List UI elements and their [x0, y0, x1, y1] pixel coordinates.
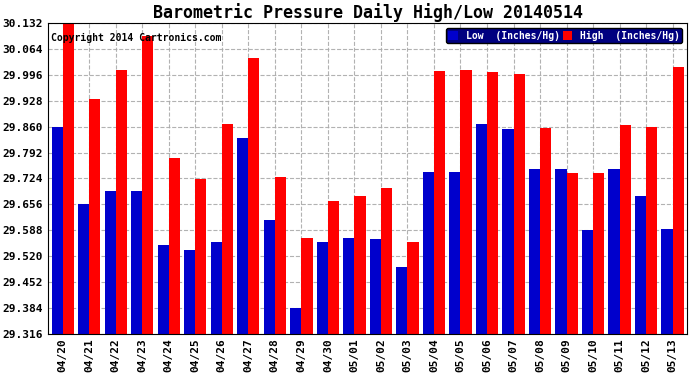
Bar	[646, 127, 658, 334]
Bar	[582, 230, 593, 334]
Bar	[381, 188, 392, 334]
Bar	[408, 242, 419, 334]
Bar	[673, 67, 684, 334]
Bar	[609, 170, 620, 334]
Bar	[221, 124, 233, 334]
Bar	[540, 128, 551, 334]
Bar	[566, 173, 578, 334]
Bar	[449, 172, 460, 334]
Bar	[89, 99, 100, 334]
Bar	[529, 170, 540, 334]
Bar	[275, 177, 286, 334]
Bar	[195, 179, 206, 334]
Bar	[344, 238, 355, 334]
Bar	[157, 244, 169, 334]
Bar	[593, 173, 604, 334]
Bar	[237, 138, 248, 334]
Title: Barometric Pressure Daily High/Low 20140514: Barometric Pressure Daily High/Low 20140…	[152, 3, 582, 22]
Bar	[620, 125, 631, 334]
Bar	[169, 158, 180, 334]
Bar	[78, 204, 89, 334]
Bar	[142, 36, 153, 334]
Bar	[131, 190, 142, 334]
Bar	[63, 23, 74, 334]
Bar	[116, 70, 127, 334]
Bar	[317, 242, 328, 334]
Bar	[502, 129, 513, 334]
Bar	[513, 74, 524, 334]
Bar	[248, 58, 259, 334]
Bar	[460, 70, 472, 334]
Bar	[635, 196, 646, 334]
Bar	[290, 308, 302, 334]
Bar	[434, 71, 445, 334]
Bar	[370, 239, 381, 334]
Bar	[662, 229, 673, 334]
Bar	[355, 196, 366, 334]
Legend: Low  (Inches/Hg), High  (Inches/Hg): Low (Inches/Hg), High (Inches/Hg)	[446, 28, 682, 43]
Bar	[302, 238, 313, 334]
Bar	[210, 242, 221, 334]
Bar	[476, 124, 487, 334]
Bar	[423, 172, 434, 334]
Bar	[264, 219, 275, 334]
Bar	[184, 250, 195, 334]
Text: Copyright 2014 Cartronics.com: Copyright 2014 Cartronics.com	[51, 33, 221, 43]
Bar	[396, 267, 408, 334]
Bar	[52, 127, 63, 334]
Bar	[105, 190, 116, 334]
Bar	[555, 170, 566, 334]
Bar	[487, 72, 498, 334]
Bar	[328, 201, 339, 334]
